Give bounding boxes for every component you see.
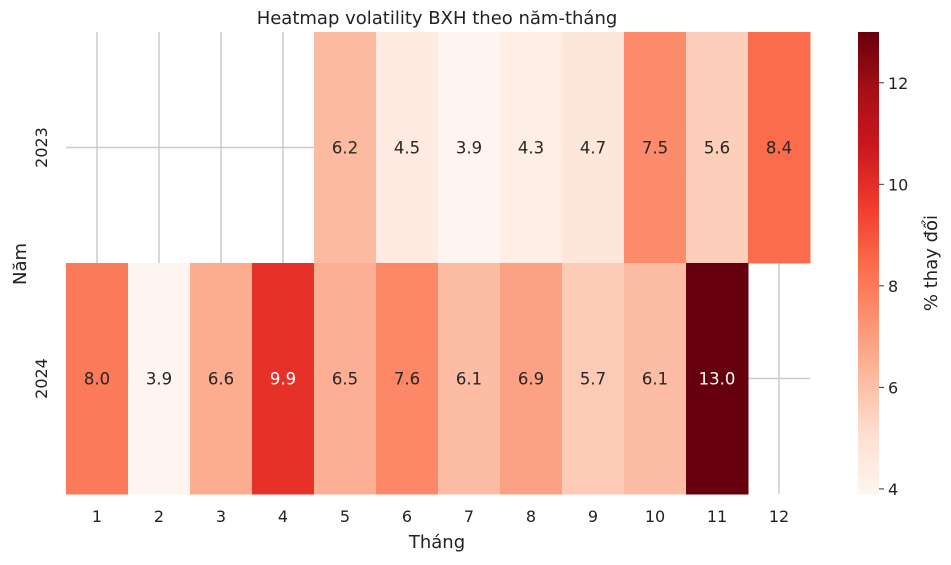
cell-value-label: 4.7 bbox=[580, 139, 606, 158]
cell-value-label: 6.5 bbox=[332, 370, 358, 389]
cell-value-label: 6.6 bbox=[208, 370, 234, 389]
colorbar bbox=[858, 32, 879, 494]
heatmap-cell bbox=[66, 263, 129, 495]
x-tick-label: 5 bbox=[340, 507, 350, 526]
heatmap-cell bbox=[686, 263, 749, 495]
x-tick-label: 2 bbox=[154, 507, 164, 526]
heatmap-cell bbox=[686, 32, 749, 264]
cell-value-label: 13.0 bbox=[699, 370, 736, 389]
cell-value-label: 5.6 bbox=[704, 139, 730, 158]
heatmap-cell bbox=[562, 263, 625, 495]
x-tick-label: 7 bbox=[464, 507, 474, 526]
heatmap-cell bbox=[500, 263, 563, 495]
x-tick-label: 8 bbox=[526, 507, 536, 526]
cells-layer bbox=[66, 32, 811, 495]
cell-value-label: 6.9 bbox=[518, 370, 544, 389]
x-tick-label: 11 bbox=[707, 507, 727, 526]
colorbar-tick-label: 12 bbox=[888, 74, 908, 93]
cell-value-label: 3.9 bbox=[146, 370, 172, 389]
heatmap-cell bbox=[624, 263, 687, 495]
x-tick-label: 12 bbox=[769, 507, 789, 526]
x-tick-label: 3 bbox=[216, 507, 226, 526]
cell-value-label: 6.1 bbox=[642, 370, 668, 389]
x-tick-label: 1 bbox=[92, 507, 102, 526]
x-axis-label: Tháng bbox=[408, 532, 465, 553]
cell-value-label: 7.6 bbox=[394, 370, 420, 389]
heatmap-cell bbox=[376, 32, 439, 264]
heatmap-cell bbox=[128, 263, 191, 495]
cell-value-label: 9.9 bbox=[270, 370, 296, 389]
heatmap-cell bbox=[438, 32, 501, 264]
heatmap-cell bbox=[438, 263, 501, 495]
x-tick-label: 10 bbox=[645, 507, 665, 526]
colorbar-label: % thay đổi bbox=[921, 215, 942, 311]
x-tick-label: 9 bbox=[588, 507, 598, 526]
heatmap-cell bbox=[376, 263, 439, 495]
colorbar-tick-label: 10 bbox=[888, 175, 908, 194]
heatmap-cell bbox=[500, 32, 563, 264]
y-axis-label: Năm bbox=[10, 243, 31, 285]
heatmap-cell bbox=[314, 263, 377, 495]
x-tick-label: 4 bbox=[278, 507, 288, 526]
heatmap-cell bbox=[748, 32, 811, 264]
cell-value-label: 5.7 bbox=[580, 370, 606, 389]
heatmap-cell bbox=[624, 32, 687, 264]
chart-title: Heatmap volatility BXH theo năm-tháng bbox=[257, 8, 618, 29]
cell-value-label: 7.5 bbox=[642, 139, 668, 158]
cell-value-label: 6.2 bbox=[332, 139, 358, 158]
colorbar-ticks: 4 6 8 10 12 bbox=[879, 74, 908, 499]
colorbar-tick-label: 6 bbox=[888, 378, 898, 397]
cell-value-label: 4.5 bbox=[394, 139, 420, 158]
heatmap-cell bbox=[252, 263, 315, 495]
cell-value-label: 3.9 bbox=[456, 139, 482, 158]
cell-value-label: 8.4 bbox=[766, 139, 792, 158]
colorbar-tick-label: 8 bbox=[888, 277, 898, 296]
y-tick-label: 2023 bbox=[32, 127, 51, 168]
cell-labels-layer: 6.2 4.5 3.9 4.3 4.7 7.5 5.6 8.4 8.0 3.9 6.6 9.9 6.5 7… bbox=[84, 139, 792, 389]
cell-value-label: 4.3 bbox=[518, 139, 544, 158]
cell-value-label: 6.1 bbox=[456, 370, 482, 389]
x-tick-label: 6 bbox=[402, 507, 412, 526]
heatmap-cell bbox=[314, 32, 377, 264]
heatmap-cell bbox=[190, 263, 253, 495]
heatmap-cell bbox=[562, 32, 625, 264]
colorbar-tick-label: 4 bbox=[888, 480, 898, 499]
cell-value-label: 8.0 bbox=[84, 370, 110, 389]
y-tick-label: 2024 bbox=[32, 358, 51, 399]
